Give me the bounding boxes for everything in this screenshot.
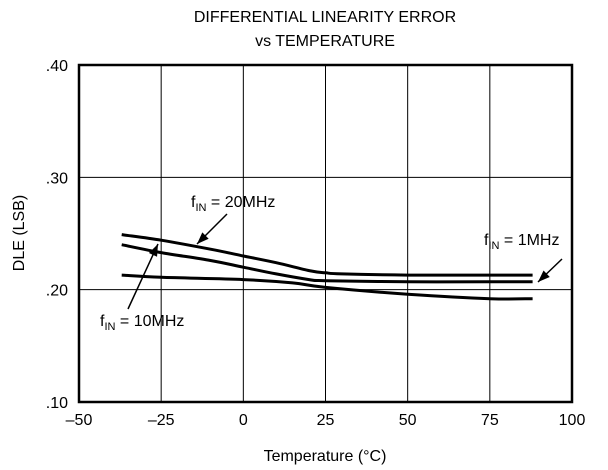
annotation-3-arrowhead <box>538 270 550 282</box>
annotation-1-arrowhead <box>197 232 209 244</box>
annotation-2-arrowhead <box>148 244 158 257</box>
y-tick-label: .20 <box>46 283 68 300</box>
y-tick-label: .40 <box>46 58 68 75</box>
x-tick-label: –50 <box>66 412 93 429</box>
annotation-3-label: fIN = 1MHz <box>484 232 559 252</box>
x-tick-label: 0 <box>239 412 248 429</box>
y-tick-label: .30 <box>46 170 68 187</box>
annotations: fIN = 20MHz fIN = 10MHz fIN = 1MHz <box>100 194 563 333</box>
series-group <box>121 233 533 301</box>
y-axis-label: DLE (LSB) <box>11 195 28 271</box>
x-tick-label: 25 <box>317 412 335 429</box>
x-tick-label: –25 <box>148 412 175 429</box>
series-line-3 <box>121 273 533 301</box>
chart-subtitle: vs TEMPERATURE <box>255 33 395 50</box>
plot-frame <box>77 63 574 404</box>
series-line-2 <box>121 243 533 284</box>
x-tick-label: 50 <box>399 412 417 429</box>
y-tick-labels: .10 .20 .30 .40 <box>46 58 68 412</box>
annotation-2-label: fIN = 10MHz <box>100 313 184 333</box>
chart-title: DIFFERENTIAL LINEARITY ERROR <box>194 9 456 26</box>
annotation-1-label: fIN = 20MHz <box>191 194 275 214</box>
x-tick-labels: –50 –25 0 25 50 75 100 <box>66 412 586 429</box>
grid-lines <box>79 65 572 402</box>
x-tick-label: 100 <box>559 412 586 429</box>
x-axis-label: Temperature (°C) <box>264 448 387 465</box>
series-line-1 <box>121 233 533 277</box>
y-tick-label: .10 <box>46 395 68 412</box>
x-tick-label: 75 <box>481 412 499 429</box>
